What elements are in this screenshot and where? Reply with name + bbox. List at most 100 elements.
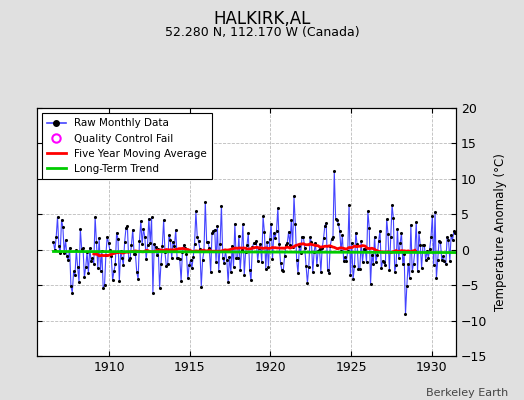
Point bbox=[133, 269, 141, 276]
Point bbox=[76, 226, 84, 232]
Point bbox=[114, 236, 122, 242]
Point bbox=[332, 216, 340, 222]
Point bbox=[295, 243, 303, 249]
Point bbox=[165, 232, 173, 238]
Point bbox=[376, 228, 384, 234]
Point bbox=[137, 218, 145, 224]
Point bbox=[319, 235, 328, 242]
Point bbox=[290, 193, 298, 199]
Point bbox=[380, 258, 388, 265]
Point bbox=[373, 252, 381, 258]
Point bbox=[399, 260, 407, 267]
Point bbox=[368, 251, 376, 258]
Point bbox=[256, 240, 265, 247]
Point bbox=[111, 261, 119, 267]
Point bbox=[334, 220, 343, 227]
Point bbox=[304, 264, 313, 270]
Point bbox=[176, 256, 184, 263]
Point bbox=[395, 255, 403, 262]
Point bbox=[341, 254, 349, 260]
Point bbox=[404, 260, 412, 267]
Point bbox=[338, 232, 346, 238]
Point bbox=[59, 224, 67, 230]
Point bbox=[97, 248, 106, 254]
Point bbox=[309, 269, 317, 275]
Point bbox=[329, 234, 337, 240]
Point bbox=[444, 236, 453, 243]
Point bbox=[235, 233, 243, 239]
Point bbox=[369, 261, 377, 267]
Point bbox=[83, 249, 91, 255]
Point bbox=[78, 246, 86, 252]
Point bbox=[313, 262, 321, 268]
Point bbox=[407, 222, 415, 228]
Point bbox=[152, 252, 161, 258]
Point bbox=[353, 241, 362, 247]
Point bbox=[385, 267, 394, 274]
Point bbox=[181, 245, 189, 252]
Point bbox=[378, 258, 387, 264]
Point bbox=[251, 240, 259, 246]
Point bbox=[424, 254, 432, 261]
Point bbox=[365, 224, 374, 231]
Point bbox=[370, 234, 379, 240]
Point bbox=[75, 278, 83, 285]
Point bbox=[306, 234, 314, 240]
Point bbox=[318, 245, 326, 252]
Point bbox=[113, 230, 121, 236]
Point bbox=[107, 252, 115, 259]
Point bbox=[325, 270, 333, 276]
Point bbox=[440, 258, 449, 264]
Point bbox=[147, 214, 156, 221]
Point bbox=[288, 244, 297, 251]
Point bbox=[375, 238, 383, 244]
Point bbox=[408, 268, 417, 274]
Point bbox=[299, 234, 308, 240]
Point bbox=[280, 253, 289, 260]
Point bbox=[359, 245, 368, 252]
Point bbox=[254, 258, 262, 264]
Point bbox=[272, 228, 281, 234]
Point bbox=[439, 253, 447, 260]
Point bbox=[282, 242, 290, 248]
Point bbox=[134, 276, 143, 282]
Point bbox=[161, 249, 169, 256]
Point bbox=[99, 285, 107, 291]
Point bbox=[159, 217, 168, 223]
Point bbox=[428, 212, 436, 219]
Point bbox=[397, 230, 406, 236]
Point bbox=[110, 268, 118, 274]
Point bbox=[145, 215, 153, 222]
Point bbox=[236, 267, 244, 274]
Point bbox=[61, 237, 70, 243]
Point bbox=[442, 261, 450, 267]
Point bbox=[221, 248, 230, 254]
Point bbox=[431, 209, 439, 215]
Point bbox=[321, 222, 329, 229]
Point bbox=[82, 264, 90, 270]
Point bbox=[196, 246, 204, 252]
Point bbox=[95, 235, 103, 242]
Point bbox=[213, 222, 222, 229]
Point bbox=[157, 260, 165, 267]
Point bbox=[390, 268, 399, 275]
Point bbox=[209, 228, 217, 234]
Point bbox=[275, 241, 283, 247]
Point bbox=[240, 272, 248, 278]
Point bbox=[430, 262, 438, 268]
Point bbox=[100, 282, 108, 288]
Point bbox=[381, 262, 389, 269]
Point bbox=[328, 236, 336, 242]
Point bbox=[60, 250, 69, 256]
Point bbox=[142, 256, 150, 262]
Point bbox=[121, 238, 129, 245]
Point bbox=[443, 234, 451, 240]
Point bbox=[271, 234, 279, 241]
Point bbox=[419, 242, 427, 248]
Point bbox=[414, 229, 423, 236]
Point bbox=[54, 243, 63, 249]
Point bbox=[193, 234, 201, 240]
Point bbox=[80, 274, 89, 280]
Y-axis label: Temperature Anomaly (°C): Temperature Anomaly (°C) bbox=[494, 153, 507, 311]
Point bbox=[333, 217, 341, 223]
